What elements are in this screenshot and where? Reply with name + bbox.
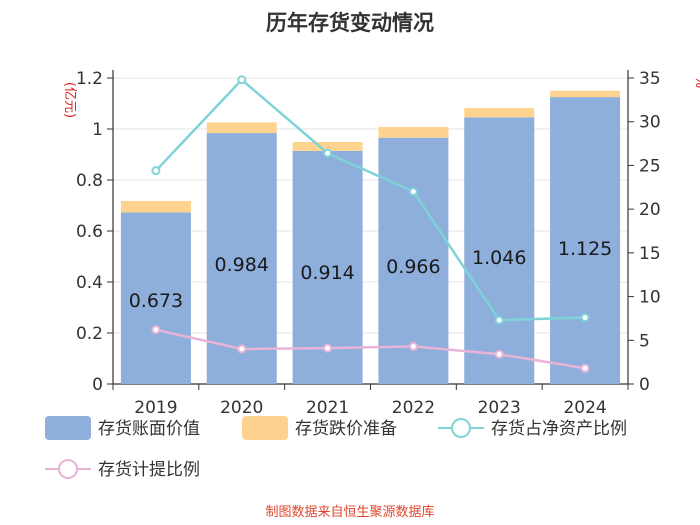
bar-value-label: 1.046 bbox=[472, 247, 526, 269]
left-axis-unit: (亿元) bbox=[62, 82, 77, 118]
bar-value-label: 0.984 bbox=[215, 254, 269, 276]
lines bbox=[151, 75, 590, 373]
line-point bbox=[323, 343, 333, 353]
x-tick-label: 2023 bbox=[478, 398, 521, 418]
data-source-note: 制图数据来自恒生聚源数据库 bbox=[265, 504, 434, 520]
right-tick-label: 25 bbox=[639, 156, 661, 176]
left-tick-label: 1.2 bbox=[76, 69, 103, 89]
legend-label: 存货账面价值 bbox=[98, 419, 200, 439]
x-tick-label: 2019 bbox=[134, 398, 177, 418]
line-point bbox=[151, 166, 161, 176]
legend-label: 存货占净资产比例 bbox=[491, 419, 627, 439]
bar-value-label: 0.914 bbox=[300, 262, 354, 284]
right-tick-label: 35 bbox=[639, 69, 661, 89]
x-tick-label: 2024 bbox=[563, 398, 606, 418]
line-point bbox=[494, 315, 504, 325]
gridlines bbox=[113, 77, 628, 334]
legend-item: 存货计提比例 bbox=[45, 459, 200, 480]
line-point bbox=[580, 313, 590, 323]
bar-impairment bbox=[292, 142, 363, 151]
line-point bbox=[494, 349, 504, 359]
bar-value-label: 0.673 bbox=[129, 290, 183, 312]
right-tick-label: 10 bbox=[639, 288, 661, 308]
bars: 0.673 0.984 0.914 0.966 1.046 1.125 bbox=[120, 90, 621, 385]
right-tick-label: 0 bbox=[639, 375, 650, 395]
x-tick-label: 2021 bbox=[306, 398, 349, 418]
right-tick-label: 15 bbox=[639, 244, 661, 264]
left-tick-label: 0.6 bbox=[76, 222, 103, 242]
x-tick-label: 2020 bbox=[220, 398, 263, 418]
axes: 0 0.2 0.4 0.6 0.8 1 1.2 0 5 10 15 20 25 30 35 2019 2020 2… bbox=[76, 69, 661, 418]
bar-book-value bbox=[206, 133, 277, 384]
line-point bbox=[408, 187, 418, 197]
left-tick-label: 0.2 bbox=[76, 324, 103, 344]
line-point bbox=[408, 341, 418, 351]
line-point bbox=[580, 363, 590, 373]
bar-value-label: 0.966 bbox=[386, 256, 440, 278]
legend-item: 存货跌价准备 bbox=[242, 416, 397, 440]
line-point bbox=[151, 325, 161, 335]
bar-impairment bbox=[206, 122, 277, 134]
bar-impairment bbox=[464, 108, 535, 118]
line-point bbox=[237, 344, 247, 354]
legend-label: 存货跌价准备 bbox=[295, 419, 397, 439]
bar-book-value bbox=[550, 97, 621, 384]
legend-item: 存货账面价值 bbox=[45, 416, 200, 440]
right-axis-unit: % bbox=[692, 76, 700, 88]
left-tick-label: 0.4 bbox=[76, 273, 103, 293]
left-tick-label: 0.8 bbox=[76, 171, 103, 191]
left-tick-label: 0 bbox=[92, 375, 103, 395]
left-tick-label: 1 bbox=[92, 120, 103, 140]
bar-book-value bbox=[464, 117, 535, 385]
line-provision-ratio bbox=[155, 328, 586, 370]
x-tick-label: 2022 bbox=[392, 398, 435, 418]
right-tick-label: 30 bbox=[639, 113, 661, 133]
right-tick-label: 5 bbox=[639, 331, 650, 351]
line-point bbox=[237, 75, 247, 85]
bar-impairment bbox=[550, 90, 621, 98]
legend-swatch bbox=[45, 416, 91, 440]
bar-impairment bbox=[120, 200, 191, 213]
legend-marker bbox=[451, 418, 471, 438]
bar-value-label: 1.125 bbox=[558, 238, 612, 260]
line-point bbox=[323, 148, 333, 158]
bar-impairment bbox=[378, 126, 449, 138]
legend-label: 存货计提比例 bbox=[98, 460, 200, 480]
legend-item: 存货占净资产比例 bbox=[438, 418, 627, 439]
line-inventory-net-asset-ratio bbox=[155, 78, 586, 322]
legend-swatch bbox=[242, 416, 288, 440]
right-tick-label: 20 bbox=[639, 200, 661, 220]
legend-marker bbox=[58, 459, 78, 479]
chart-title: 历年存货变动情况 bbox=[266, 11, 434, 35]
bar-book-value bbox=[120, 212, 191, 384]
